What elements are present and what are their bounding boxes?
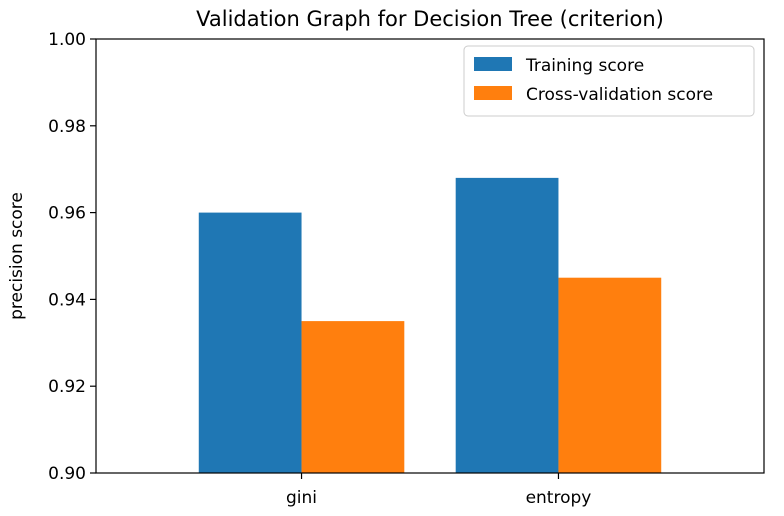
y-tick-label: 0.92 bbox=[48, 377, 86, 397]
bar-gini-cross-validation bbox=[301, 321, 405, 473]
y-tick-label: 0.90 bbox=[48, 464, 86, 484]
legend-label: Cross-validation score bbox=[526, 85, 713, 105]
bar-gini-training bbox=[198, 212, 302, 473]
legend-swatch bbox=[474, 57, 512, 71]
bars-group bbox=[198, 177, 662, 473]
plot-frame bbox=[95, 38, 765, 474]
bar-entropy-training bbox=[455, 177, 559, 473]
legend-label: Training score bbox=[525, 56, 644, 76]
x-axis: gini entropy bbox=[286, 473, 591, 508]
y-axis-label: precision score bbox=[7, 192, 27, 320]
y-tick-label: 1.00 bbox=[48, 30, 86, 50]
y-tick-label: 0.94 bbox=[48, 290, 86, 310]
chart-title: Validation Graph for Decision Tree (crit… bbox=[196, 7, 664, 31]
legend-swatch bbox=[474, 86, 512, 100]
x-tick-label: gini bbox=[286, 488, 317, 508]
y-axis: 0.90 0.92 0.94 0.96 0.98 1.00 bbox=[48, 30, 96, 484]
legend: Training score Cross-validation score bbox=[463, 45, 755, 117]
legend-box bbox=[463, 45, 755, 117]
y-tick-label: 0.98 bbox=[48, 117, 86, 137]
x-tick-label: entropy bbox=[526, 488, 592, 508]
y-tick-label: 0.96 bbox=[48, 204, 86, 224]
bar-entropy-cross-validation bbox=[558, 277, 662, 473]
